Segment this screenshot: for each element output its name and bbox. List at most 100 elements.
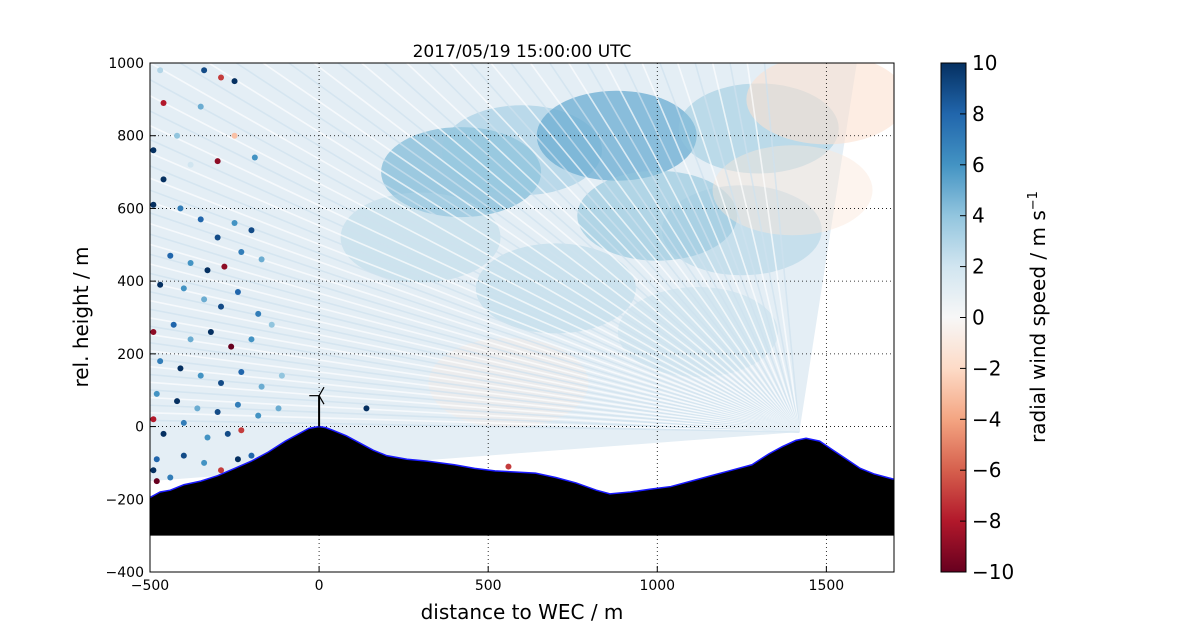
wind-speed-point (255, 310, 262, 317)
lidar-beam (360, 63, 800, 433)
lidar-beam (150, 272, 800, 433)
x-tick-label: 1500 (809, 578, 845, 594)
wind-speed-point (160, 176, 167, 183)
lidar-beam (150, 263, 800, 433)
wind-speed-point (258, 256, 265, 263)
wind-speed-point (218, 303, 225, 310)
y-tick-label: 800 (117, 129, 144, 145)
x-axis-label: distance to WEC / m (421, 600, 624, 624)
lidar-beam (150, 253, 800, 433)
wind-speed-point (174, 132, 181, 139)
lidar-beam (567, 63, 800, 433)
lidar-beam (489, 63, 800, 433)
wind-speed-point (234, 289, 241, 296)
lidar-beam (150, 350, 800, 433)
wind-speed-point (255, 412, 262, 419)
wind-speed-point (201, 296, 208, 303)
lidar-beam (150, 341, 800, 433)
colorbar-ticks: 10 8 6 4 2 0 −2 −4 −6 −8 −10 (960, 51, 1014, 584)
wind-speed-point (153, 478, 160, 485)
wind-speed-point (174, 398, 181, 405)
wind-speed-point (150, 329, 157, 336)
lidar-beam (548, 63, 800, 433)
x-tick-label: 1000 (639, 578, 675, 594)
y-tick-label: −400 (106, 565, 144, 581)
colorbar-label: radial wind speed / m s−1 (1026, 191, 1050, 443)
wind-speed-point (157, 67, 164, 74)
lidar-beam (711, 63, 801, 433)
wind-speed-point (214, 234, 221, 241)
lidar-beam (405, 63, 800, 433)
wind-speed-point (157, 281, 164, 288)
wind-speed-point (258, 383, 265, 390)
lidar-beam (623, 63, 801, 433)
turbine-blade (318, 386, 325, 396)
lidar-beam (427, 63, 800, 433)
wind-speed-point (234, 456, 241, 463)
colorbar-tick-label: 8 (972, 102, 985, 126)
wind-speed-point (204, 434, 211, 441)
lidar-beam (150, 412, 800, 433)
wind-speed-point (218, 379, 225, 386)
colorbar-label-text: radial wind speed / m s (1026, 210, 1050, 443)
terrain-outline (150, 425, 894, 499)
lidar-beam (763, 63, 801, 433)
terrain-fill (150, 426, 894, 536)
lidar-beam (150, 164, 800, 433)
lidar-beam (150, 110, 800, 433)
lidar-beam (383, 63, 800, 433)
colorbar-label-exponent: −1 (1026, 191, 1041, 210)
lidar-beam (586, 63, 801, 433)
lidar-beam (150, 63, 800, 433)
lidar-beam (336, 63, 800, 433)
y-tick-label: 600 (117, 201, 144, 217)
lidar-beam (729, 63, 801, 433)
lidar-beam (509, 63, 800, 433)
wind-speed-point (150, 201, 157, 208)
lidar-beam (150, 389, 800, 433)
lidar-beam (150, 299, 800, 433)
lidar-beam (150, 124, 800, 433)
y-tick-label: 200 (117, 347, 144, 363)
wind-speed-point (167, 252, 174, 259)
wind-speed-point (204, 267, 211, 274)
lidar-beam (694, 63, 801, 433)
colorbar-tick-label: 6 (972, 153, 985, 177)
wind-speed-point (275, 405, 282, 412)
plot-frame (149, 62, 895, 573)
wind-speed-point (157, 358, 164, 365)
lidar-beam (150, 373, 800, 433)
y-tick-label: 400 (117, 274, 144, 290)
lidar-beam (150, 290, 800, 433)
wind-speed-point (194, 405, 201, 412)
lidar-beam (150, 152, 800, 433)
lidar-beam (676, 63, 801, 433)
lidar-beam (448, 63, 800, 433)
terrain (150, 425, 894, 536)
wind-speed-point (248, 336, 255, 343)
wind-speed-point (228, 343, 235, 350)
turbine-blade (318, 395, 325, 405)
wind-speed-point (231, 132, 238, 139)
lidar-beam (150, 333, 800, 433)
wind-speed-point (363, 405, 370, 412)
wind-speed-point (234, 401, 241, 408)
wind-speed-point (214, 158, 221, 165)
wind-speed-point (278, 372, 285, 379)
wind-speed-point (201, 67, 208, 74)
lidar-beam (746, 63, 801, 433)
colorbar-tick-label: −2 (972, 356, 1001, 380)
wind-speed-point (197, 372, 204, 379)
wind-speed-point (218, 467, 225, 474)
wind-speed-point (197, 216, 204, 223)
lidar-beam (150, 189, 800, 433)
colorbar-tick-label: −4 (972, 407, 1001, 431)
wind-speed-point (187, 161, 194, 168)
y-tick-label: 0 (135, 420, 144, 436)
wind-speed-point (180, 285, 187, 292)
x-tick-label: 0 (315, 578, 324, 594)
colorbar-tick-label: −8 (972, 509, 1001, 533)
lidar-beam (207, 63, 800, 433)
lidar-beam (287, 63, 800, 433)
